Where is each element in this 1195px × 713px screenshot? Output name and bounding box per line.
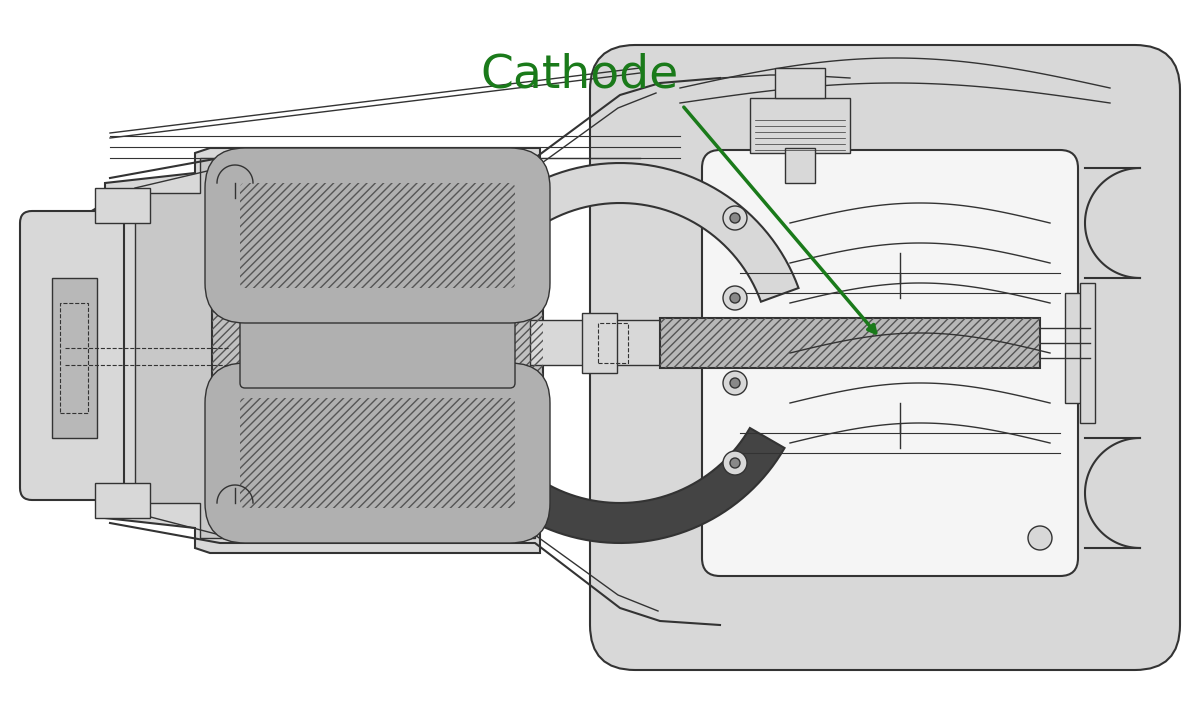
FancyBboxPatch shape <box>590 45 1179 670</box>
Circle shape <box>730 293 740 303</box>
Bar <box>1065 293 1090 403</box>
Bar <box>582 313 617 373</box>
Bar <box>94 483 151 518</box>
Bar <box>531 320 664 365</box>
Polygon shape <box>135 158 535 538</box>
FancyBboxPatch shape <box>20 211 124 500</box>
FancyBboxPatch shape <box>212 155 543 536</box>
Bar <box>60 303 88 413</box>
Circle shape <box>730 213 740 223</box>
Circle shape <box>723 371 747 395</box>
Text: Cathode: Cathode <box>480 53 679 98</box>
Circle shape <box>730 458 740 468</box>
Bar <box>660 318 1040 368</box>
Circle shape <box>1028 526 1052 550</box>
Polygon shape <box>55 148 540 553</box>
Circle shape <box>723 206 747 230</box>
Bar <box>660 318 1040 368</box>
Bar <box>1080 283 1095 423</box>
Bar <box>776 68 825 98</box>
Bar <box>750 98 850 153</box>
Polygon shape <box>441 404 785 543</box>
Circle shape <box>723 286 747 310</box>
FancyBboxPatch shape <box>701 150 1078 576</box>
Circle shape <box>730 378 740 388</box>
Bar <box>785 148 815 183</box>
Bar <box>598 323 629 363</box>
FancyBboxPatch shape <box>240 298 515 388</box>
FancyBboxPatch shape <box>206 148 550 323</box>
Bar <box>94 188 151 223</box>
Bar <box>53 278 97 438</box>
Circle shape <box>723 451 747 475</box>
Polygon shape <box>441 163 798 302</box>
FancyBboxPatch shape <box>206 363 550 543</box>
